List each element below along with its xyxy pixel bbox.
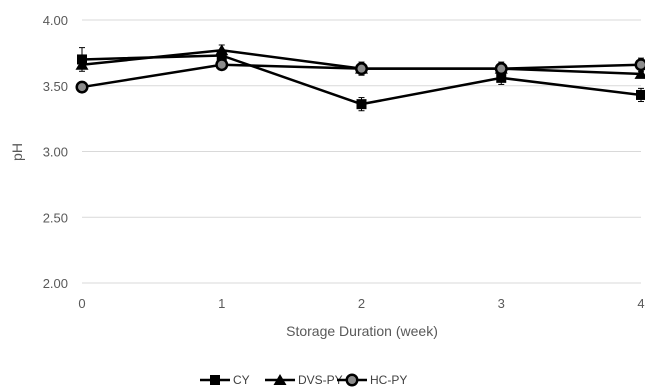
y-tick-label: 4.00 bbox=[43, 13, 68, 28]
data-point bbox=[215, 44, 229, 56]
data-point bbox=[356, 99, 367, 110]
legend: CY DVS-PY HC-PY bbox=[200, 373, 407, 387]
grid-lines bbox=[82, 19, 641, 218]
y-axis-title: pH bbox=[9, 143, 25, 161]
data-point-inner bbox=[357, 64, 366, 73]
data-point-inner bbox=[217, 60, 226, 69]
legend-item: CY bbox=[200, 373, 250, 387]
x-axis-title: Storage Duration (week) bbox=[286, 323, 438, 339]
y-tick-labels: 2.00 2.50 3.00 3.50 4.00 bbox=[43, 13, 68, 291]
legend-marker-inner bbox=[348, 376, 356, 384]
data-point bbox=[634, 58, 645, 72]
y-tick-label: 2.00 bbox=[43, 276, 68, 291]
x-tick-label: 3 bbox=[498, 296, 505, 311]
data-point-inner bbox=[497, 64, 506, 73]
x-tick-labels: 0 1 2 3 4 bbox=[78, 296, 644, 311]
y-tick-label: 3.00 bbox=[43, 145, 68, 160]
data-point bbox=[636, 89, 645, 100]
legend-label: HC-PY bbox=[370, 373, 407, 387]
data-point bbox=[494, 62, 508, 76]
data-point bbox=[75, 80, 89, 94]
legend-marker bbox=[210, 375, 220, 385]
data-point bbox=[75, 58, 89, 70]
y-tick-label: 2.50 bbox=[43, 210, 68, 225]
data-point-inner bbox=[637, 60, 645, 69]
data-point bbox=[355, 62, 368, 76]
x-tick-label: 2 bbox=[358, 296, 365, 311]
legend-item: HC-PY bbox=[337, 373, 407, 387]
data-point bbox=[215, 58, 229, 72]
legend-item: DVS-PY bbox=[265, 373, 343, 387]
data-point-inner bbox=[78, 83, 86, 92]
x-tick-label: 0 bbox=[78, 296, 85, 311]
legend-label: CY bbox=[233, 373, 250, 387]
y-tick-label: 3.50 bbox=[43, 79, 68, 94]
legend-marker bbox=[345, 373, 359, 387]
series-layer bbox=[75, 44, 645, 112]
data-point bbox=[496, 72, 507, 83]
x-tick-label: 1 bbox=[218, 296, 225, 311]
legend-marker bbox=[273, 374, 287, 385]
legend-label: DVS-PY bbox=[298, 373, 343, 387]
series-hc-py bbox=[75, 57, 645, 94]
x-tick-label: 4 bbox=[637, 296, 644, 311]
